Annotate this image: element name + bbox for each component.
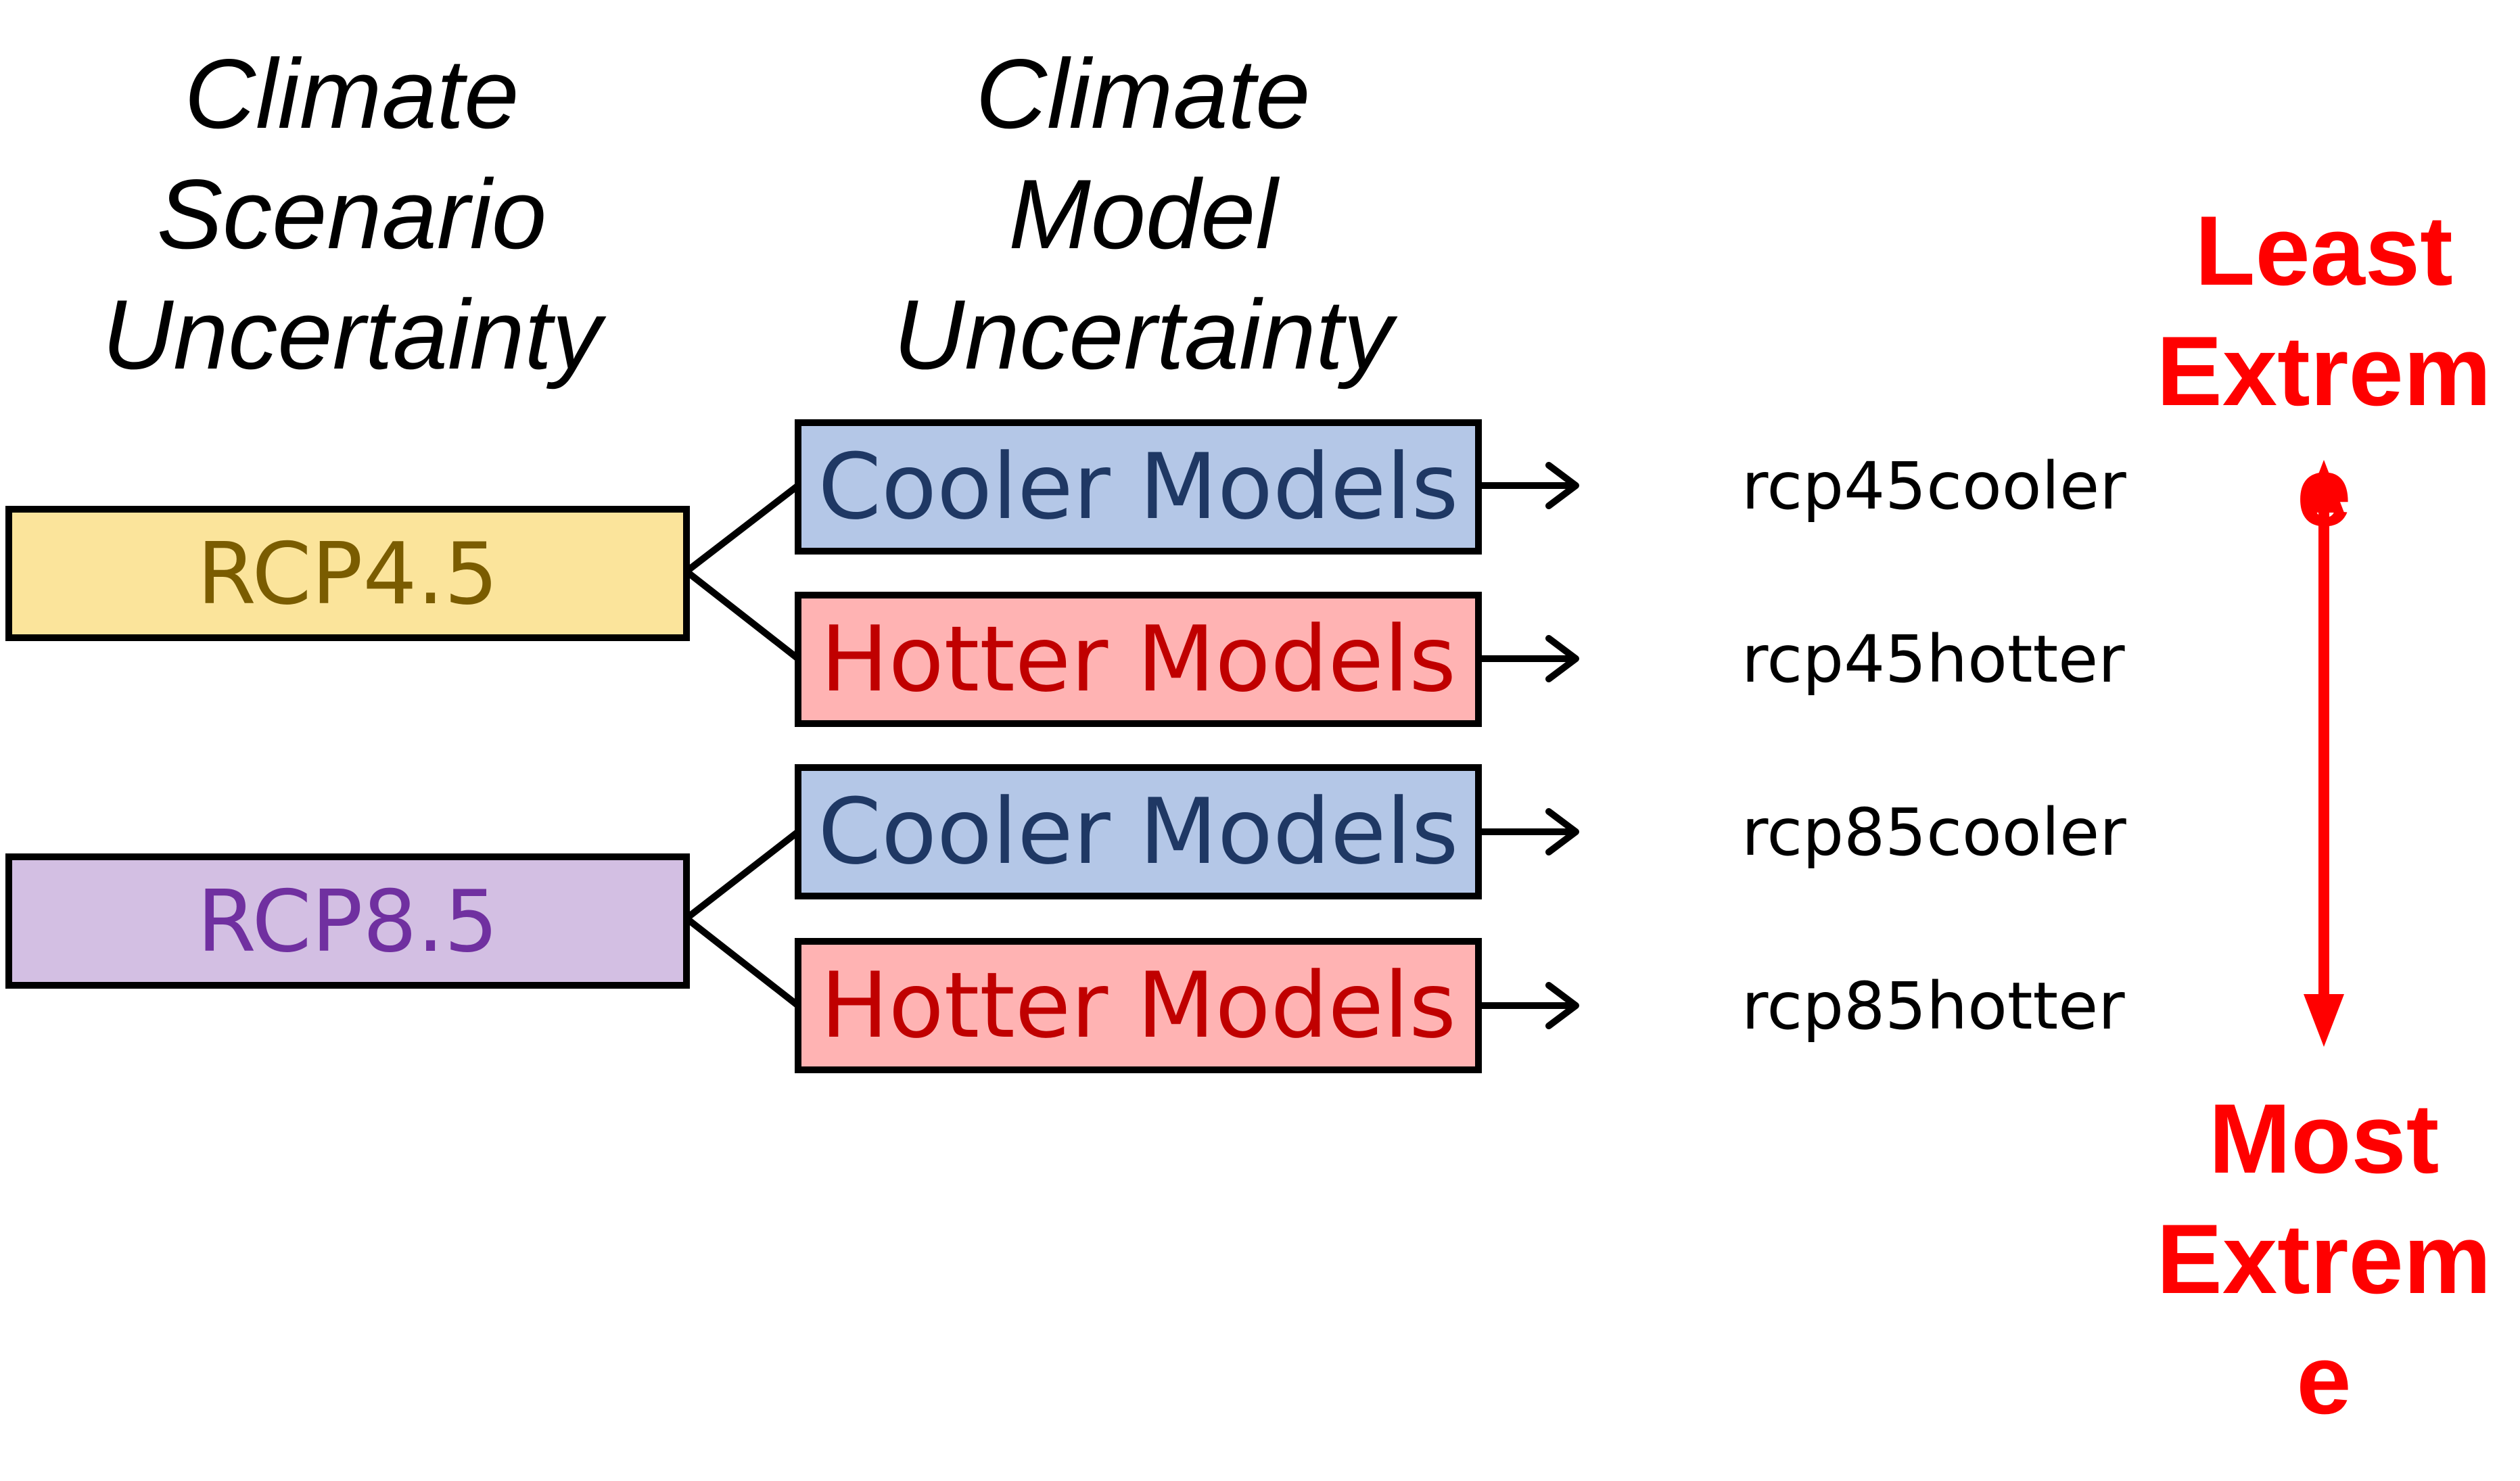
model-label: Hotter Models: [820, 953, 1457, 1058]
scenario-box-rcp45: RCP4.5: [5, 506, 690, 641]
arrow-head-1: [1545, 462, 1579, 509]
result-rcp85cooler: rcp85cooler: [1742, 795, 2126, 870]
least-extreme-line-1: Least: [2195, 195, 2453, 306]
least-extreme-line-2: Extrem: [2156, 316, 2492, 426]
scenario-header-line-3: Uncertainty: [101, 279, 602, 390]
least-extreme-line-3: e: [2296, 436, 2352, 546]
connector-rcp45-hotter: [683, 568, 801, 662]
scenario-header-line-2: Scenario: [156, 159, 547, 269]
scenario-label: RCP4.5: [197, 523, 498, 624]
result-rcp85hotter: rcp85hotter: [1742, 968, 2125, 1044]
least-extreme-label: Least Extrem e: [2121, 191, 2520, 552]
connector-rcp85-cooler: [683, 828, 801, 922]
model-header-line-1: Climate: [975, 39, 1311, 149]
model-box-rcp85-hotter: Hotter Models: [795, 938, 1482, 1073]
arrow-head-4: [1545, 982, 1579, 1029]
result-rcp45cooler: rcp45cooler: [1742, 448, 2126, 524]
arrow-head-3: [1545, 808, 1579, 855]
model-box-rcp45-cooler: Cooler Models: [795, 419, 1482, 555]
model-box-rcp45-hotter: Hotter Models: [795, 592, 1482, 727]
most-extreme-label: Most Extrem e: [2121, 1079, 2520, 1440]
result-rcp45hotter: rcp45hotter: [1742, 621, 2125, 697]
most-extreme-line-3: e: [2296, 1324, 2352, 1434]
connector-rcp45-cooler: [683, 482, 801, 575]
scenario-header-line-1: Climate: [184, 39, 519, 149]
extremity-arrow: [2304, 460, 2344, 1047]
model-label: Cooler Models: [818, 779, 1459, 885]
most-extreme-line-2: Extrem: [2156, 1204, 2492, 1314]
extremity-arrow-down-head: [2304, 994, 2344, 1047]
model-header-line-2: Model: [1008, 159, 1278, 269]
arrow-head-2: [1545, 635, 1579, 682]
connector-rcp85-hotter: [683, 915, 801, 1009]
extremity-arrow-up-head: [2304, 460, 2344, 513]
scenario-uncertainty-header: Climate Scenario Uncertainty: [41, 34, 663, 395]
model-header-line-3: Uncertainty: [893, 279, 1393, 390]
model-label: Cooler Models: [818, 434, 1459, 540]
scenario-label: RCP8.5: [197, 871, 498, 971]
most-extreme-line-1: Most: [2208, 1083, 2440, 1194]
model-label: Hotter Models: [820, 607, 1457, 712]
model-uncertainty-header: Climate Model Uncertainty: [832, 34, 1454, 395]
model-box-rcp85-cooler: Cooler Models: [795, 764, 1482, 899]
scenario-box-rcp85: RCP8.5: [5, 853, 690, 989]
